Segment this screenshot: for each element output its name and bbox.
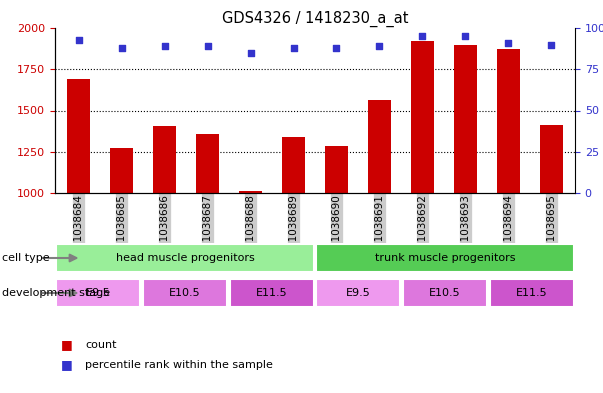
- Text: count: count: [85, 340, 116, 350]
- Point: [504, 40, 513, 46]
- Text: E9.5: E9.5: [346, 288, 371, 298]
- Text: E11.5: E11.5: [256, 288, 288, 298]
- Text: trunk muscle progenitors: trunk muscle progenitors: [374, 253, 515, 263]
- Bar: [411, 41, 434, 193]
- Point: [117, 45, 127, 51]
- Bar: [196, 134, 219, 193]
- Bar: [403, 279, 487, 307]
- Point: [289, 45, 298, 51]
- Bar: [490, 279, 573, 307]
- Point: [374, 43, 384, 49]
- Text: head muscle progenitors: head muscle progenitors: [116, 253, 254, 263]
- Point: [74, 37, 83, 43]
- Point: [332, 45, 341, 51]
- Title: GDS4326 / 1418230_a_at: GDS4326 / 1418230_a_at: [222, 11, 408, 27]
- Text: E11.5: E11.5: [516, 288, 548, 298]
- Bar: [239, 191, 262, 193]
- Bar: [56, 279, 140, 307]
- Point: [245, 50, 255, 56]
- Text: percentile rank within the sample: percentile rank within the sample: [85, 360, 273, 370]
- Bar: [317, 244, 573, 272]
- Text: ■: ■: [61, 358, 73, 371]
- Text: E10.5: E10.5: [169, 288, 201, 298]
- Bar: [110, 149, 133, 193]
- Bar: [324, 146, 349, 193]
- Point: [418, 33, 428, 39]
- Bar: [496, 50, 520, 193]
- Point: [160, 43, 169, 49]
- Bar: [56, 244, 314, 272]
- Text: E9.5: E9.5: [86, 288, 111, 298]
- Text: E10.5: E10.5: [429, 288, 461, 298]
- Point: [203, 43, 212, 49]
- Text: cell type: cell type: [2, 253, 49, 263]
- Bar: [368, 100, 391, 193]
- Text: development stage: development stage: [2, 288, 110, 298]
- Bar: [317, 279, 400, 307]
- Bar: [230, 279, 314, 307]
- Bar: [143, 279, 227, 307]
- Bar: [153, 126, 177, 193]
- Text: ■: ■: [61, 338, 73, 351]
- Point: [461, 33, 470, 39]
- Point: [546, 41, 556, 48]
- Bar: [282, 137, 305, 193]
- Bar: [453, 44, 477, 193]
- Bar: [67, 79, 90, 193]
- Bar: [540, 125, 563, 193]
